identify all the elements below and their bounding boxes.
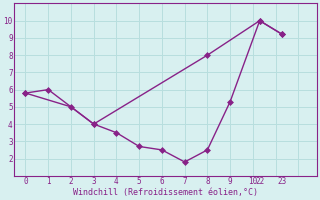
X-axis label: Windchill (Refroidissement éolien,°C): Windchill (Refroidissement éolien,°C)	[73, 188, 258, 197]
